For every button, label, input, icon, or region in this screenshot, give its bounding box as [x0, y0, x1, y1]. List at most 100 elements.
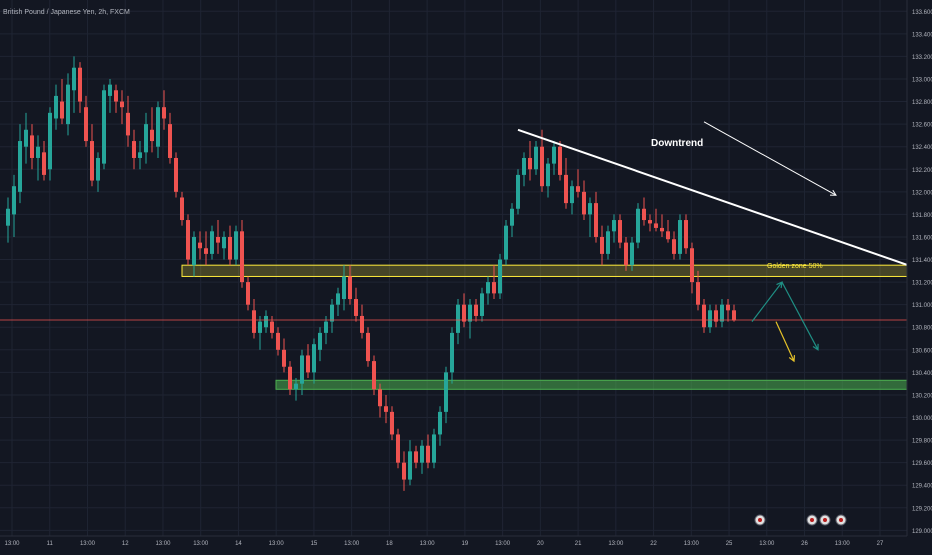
time-axis-bg	[0, 536, 932, 550]
candle	[96, 152, 100, 192]
candle-body	[222, 236, 226, 249]
candle-body	[390, 411, 394, 435]
candle	[372, 355, 376, 395]
candle-body	[258, 321, 262, 333]
candle-body	[336, 293, 340, 305]
candle	[66, 73, 70, 136]
candle-body	[570, 186, 574, 204]
candle-body	[558, 146, 562, 175]
candle	[186, 214, 190, 266]
x-tick-label: 13:00	[684, 541, 700, 547]
x-tick-label: 19	[462, 541, 469, 547]
candle-body	[594, 203, 598, 237]
candle-body	[354, 299, 358, 316]
candle	[192, 231, 196, 277]
x-tick-label: 14	[235, 541, 242, 547]
retest-arrow-down	[781, 281, 819, 351]
candle	[42, 141, 46, 181]
candle	[504, 220, 508, 266]
x-tick-label: 13:00	[759, 541, 775, 547]
candle	[330, 299, 334, 333]
support-zone-box	[275, 379, 932, 390]
candle-body	[660, 227, 664, 232]
candle-body	[486, 282, 490, 294]
candle	[6, 197, 10, 243]
candle	[180, 191, 184, 226]
candle-body	[42, 152, 46, 175]
calendar-event-icon[interactable]	[819, 514, 831, 526]
candle-body	[294, 383, 298, 390]
candle-body	[654, 223, 658, 228]
candle-body	[366, 332, 370, 362]
candle-body	[168, 124, 172, 158]
x-tick-label: 27	[877, 541, 884, 547]
candle-body	[96, 157, 100, 181]
candle-body	[84, 107, 88, 142]
candle-body	[108, 84, 112, 96]
candle-body	[264, 315, 268, 328]
candle	[582, 180, 586, 221]
candle-body	[420, 445, 424, 463]
candle-body	[522, 157, 526, 175]
candle	[708, 304, 712, 333]
candle	[366, 327, 370, 367]
y-tick-label: 132.400	[912, 145, 932, 151]
calendar-event-icon[interactable]	[754, 514, 766, 526]
candle	[18, 124, 22, 204]
y-tick-label: 130.800	[912, 326, 932, 332]
candle-body	[714, 310, 718, 322]
candle-body	[18, 141, 22, 192]
x-tick-label: 13:00	[269, 541, 285, 547]
candle-body	[312, 344, 316, 373]
candle	[522, 152, 526, 187]
candle-body	[552, 146, 556, 164]
candle	[702, 299, 706, 333]
candle	[318, 327, 322, 362]
candle-body	[540, 146, 544, 187]
candle	[486, 276, 490, 305]
candle-body	[114, 90, 118, 102]
candle-body	[306, 355, 310, 373]
candle-body	[54, 95, 58, 119]
x-tick-label: 13:00	[420, 541, 436, 547]
candle-body	[252, 310, 256, 333]
candle	[198, 231, 202, 260]
candle	[78, 62, 82, 113]
candle	[462, 293, 466, 328]
candle-body	[318, 332, 322, 350]
candle	[720, 299, 724, 328]
candle-body	[468, 304, 472, 322]
candle-body	[672, 239, 676, 254]
candle	[252, 299, 256, 339]
candle	[450, 327, 454, 384]
x-tick-label: 13:00	[80, 541, 96, 547]
candle	[684, 214, 688, 254]
y-tick-label: 131.400	[912, 258, 932, 264]
candle	[606, 225, 610, 260]
candle	[54, 84, 58, 130]
calendar-event-icon[interactable]	[806, 514, 818, 526]
candle	[648, 214, 652, 232]
candle-body	[516, 174, 520, 209]
candle	[456, 299, 460, 345]
candle	[174, 152, 178, 198]
candle-body	[228, 236, 232, 260]
candle	[36, 135, 40, 181]
candle-body	[192, 236, 196, 266]
candle	[126, 95, 130, 147]
calendar-event-icon[interactable]	[835, 514, 847, 526]
candle-body	[480, 293, 484, 316]
candle-body	[330, 304, 334, 322]
candle-body	[360, 315, 364, 333]
candle-body	[156, 107, 160, 147]
candle	[30, 124, 34, 170]
retest-arrow-up-shaft	[751, 281, 783, 322]
candle-body	[600, 236, 604, 254]
candle	[732, 304, 736, 322]
candle	[288, 361, 292, 395]
candle	[258, 315, 262, 350]
candle	[510, 203, 514, 237]
